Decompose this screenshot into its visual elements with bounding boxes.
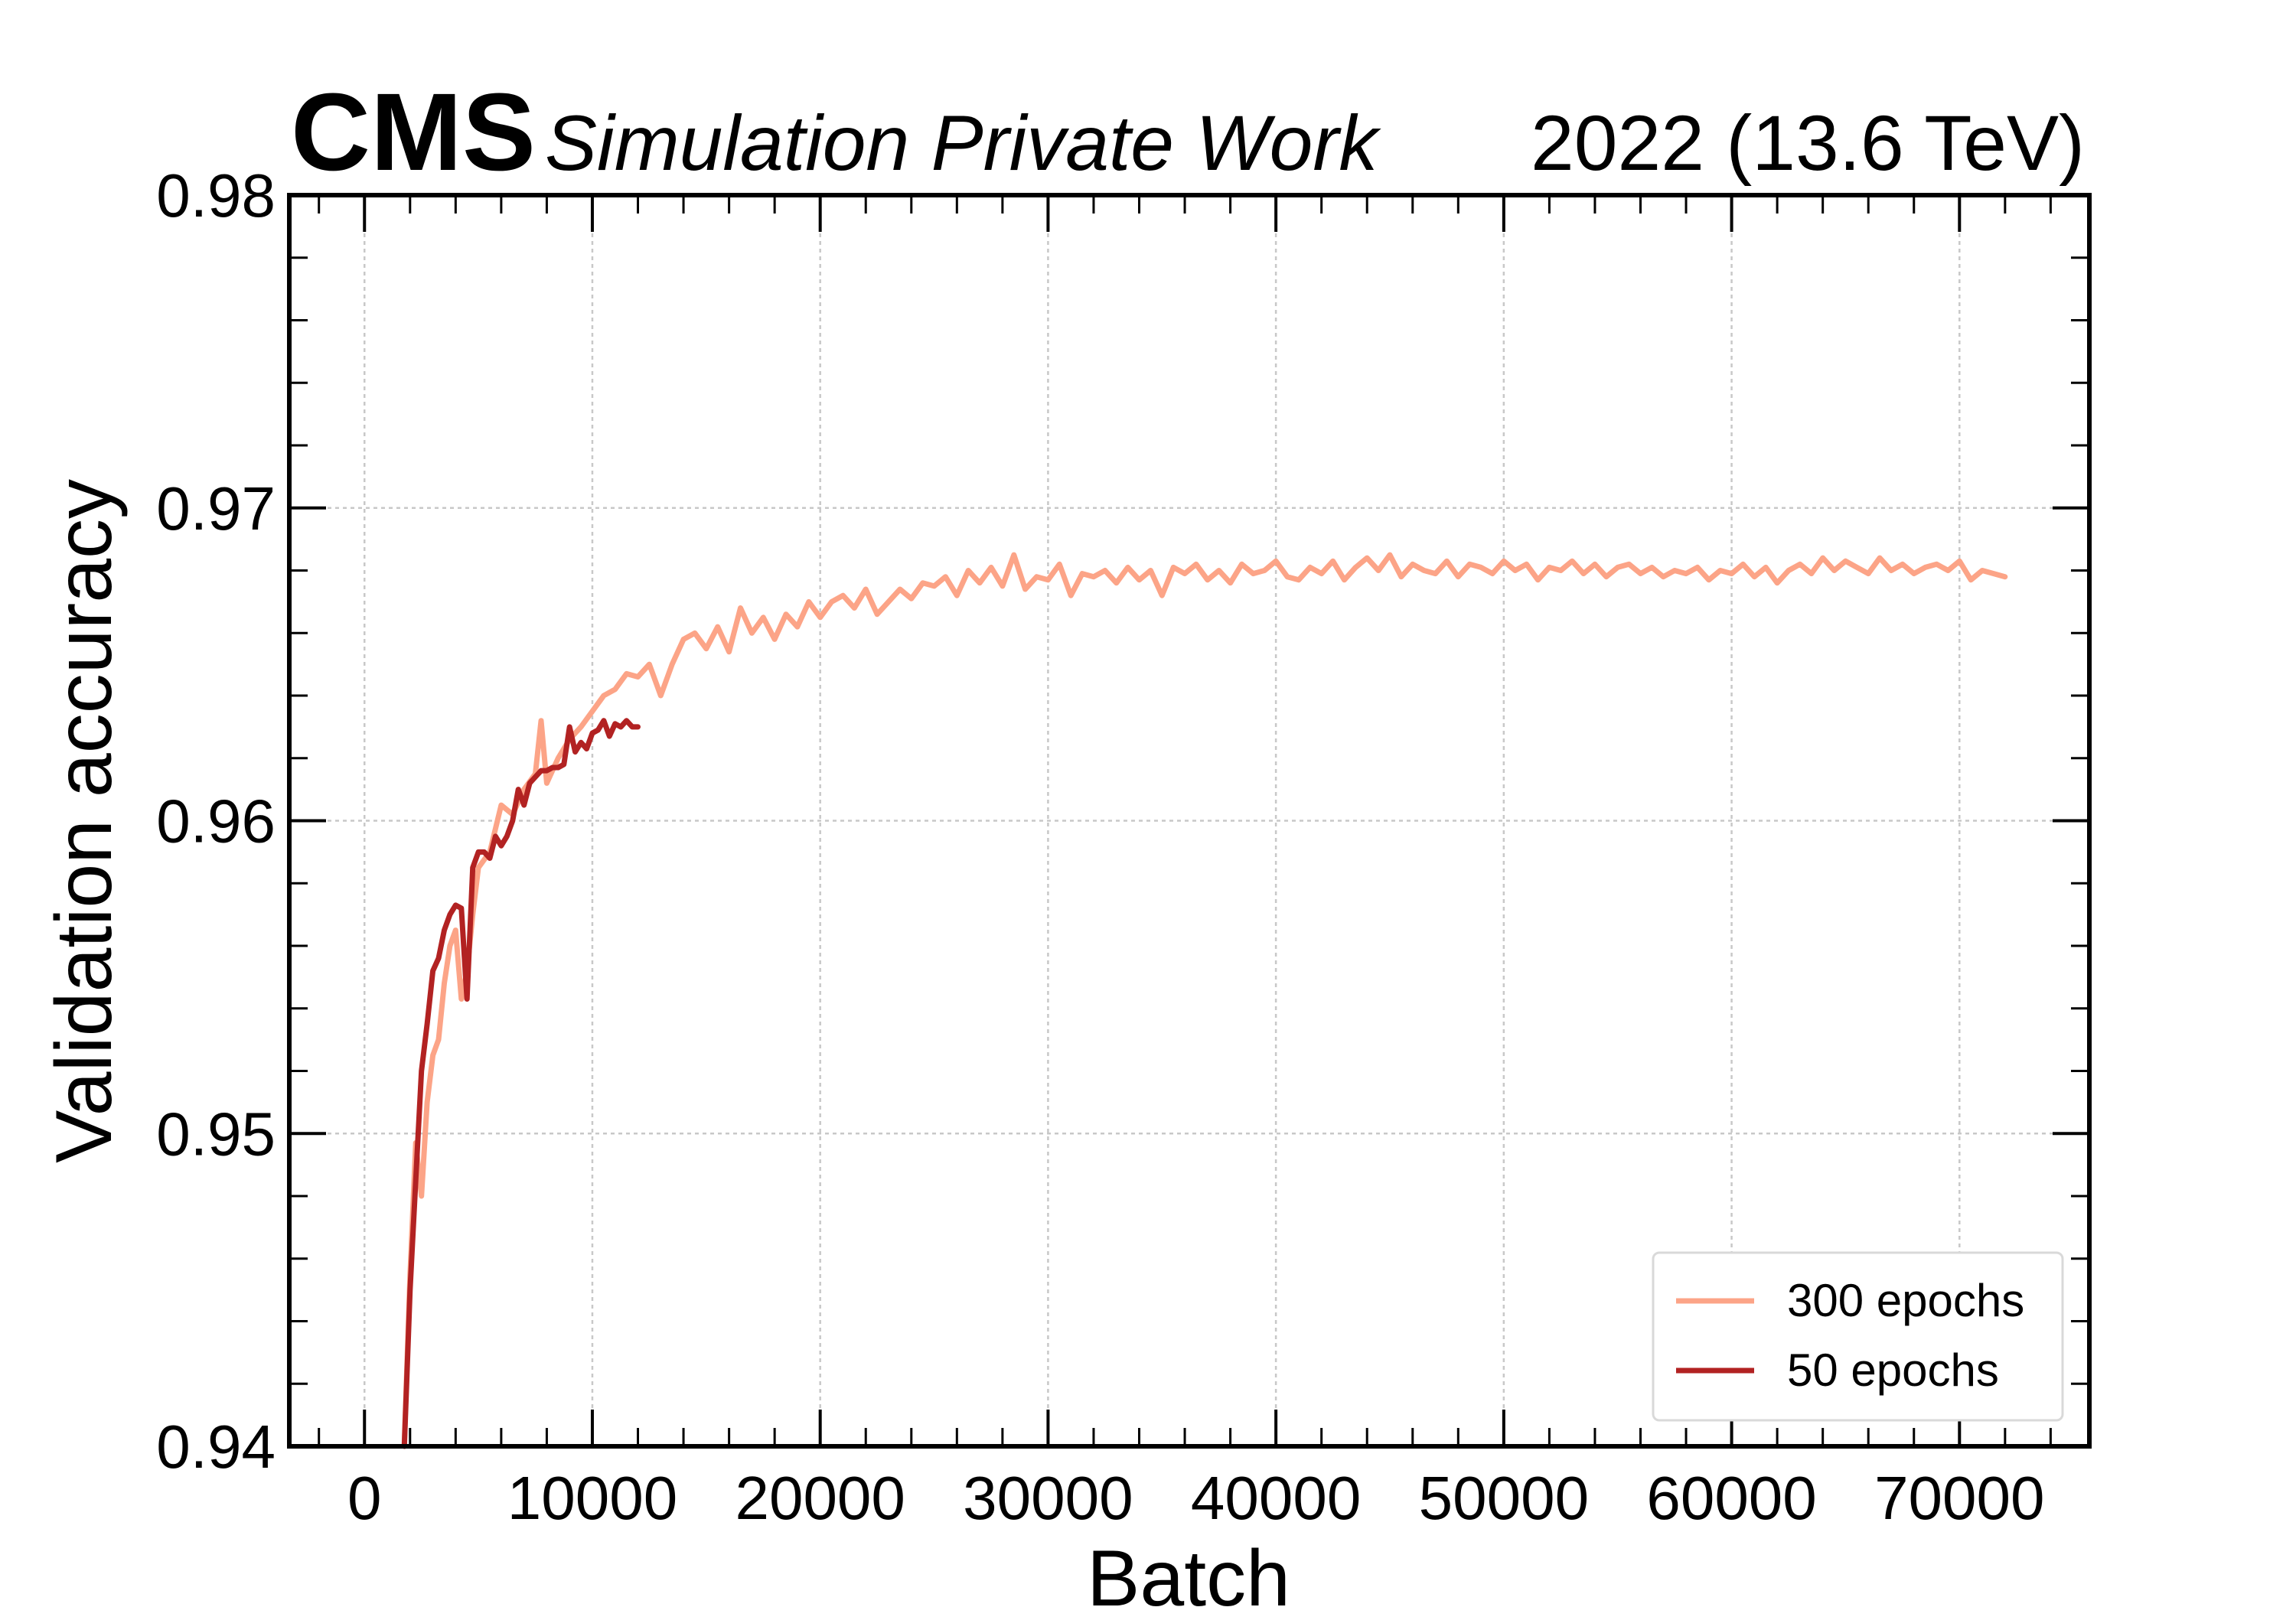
y-axis-title: Validation accuracy: [40, 479, 129, 1163]
series-line-50-epochs: [401, 718, 641, 1449]
legend-label-50-epochs: 50 epochs: [1787, 1345, 1999, 1396]
legend-box: [1652, 1251, 2064, 1422]
experiment-label: CMS: [291, 70, 536, 194]
y-tick-label: 0.96: [156, 787, 276, 856]
legend-label-300-epochs: 300 epochs: [1787, 1275, 2024, 1326]
x-tick-label: 20000: [735, 1464, 905, 1532]
legend: 300 epochs 50 epochs: [1652, 1251, 2064, 1422]
y-tick-label: 0.95: [156, 1100, 276, 1168]
x-tick-label: 10000: [507, 1464, 677, 1532]
series-line-300-epochs: [401, 552, 2008, 1446]
y-tick-label: 0.97: [156, 474, 276, 543]
y-tick-labels: 0.94 0.95 0.96 0.97 0.98: [156, 161, 276, 1481]
y-tick-label: 0.98: [156, 161, 276, 230]
tick-marks: [289, 194, 2089, 1448]
series-layer: [401, 552, 2008, 1449]
lumi-label: 2022 (13.6 TeV): [1531, 99, 2085, 187]
x-tick-label: 40000: [1191, 1464, 1361, 1532]
y-tick-label: 0.94: [156, 1413, 276, 1481]
x-tick-labels: 0 10000 20000 30000 40000 50000 60000 70000: [347, 1464, 2045, 1532]
x-tick-label: 60000: [1646, 1464, 1816, 1532]
x-tick-label: 50000: [1419, 1464, 1589, 1532]
x-tick-label: 30000: [963, 1464, 1133, 1532]
x-tick-label: 0: [347, 1464, 382, 1532]
x-tick-label: 70000: [1874, 1464, 2044, 1532]
status-label: Simulation Private Work: [545, 99, 1381, 187]
x-axis-title: Batch: [1087, 1534, 1290, 1607]
